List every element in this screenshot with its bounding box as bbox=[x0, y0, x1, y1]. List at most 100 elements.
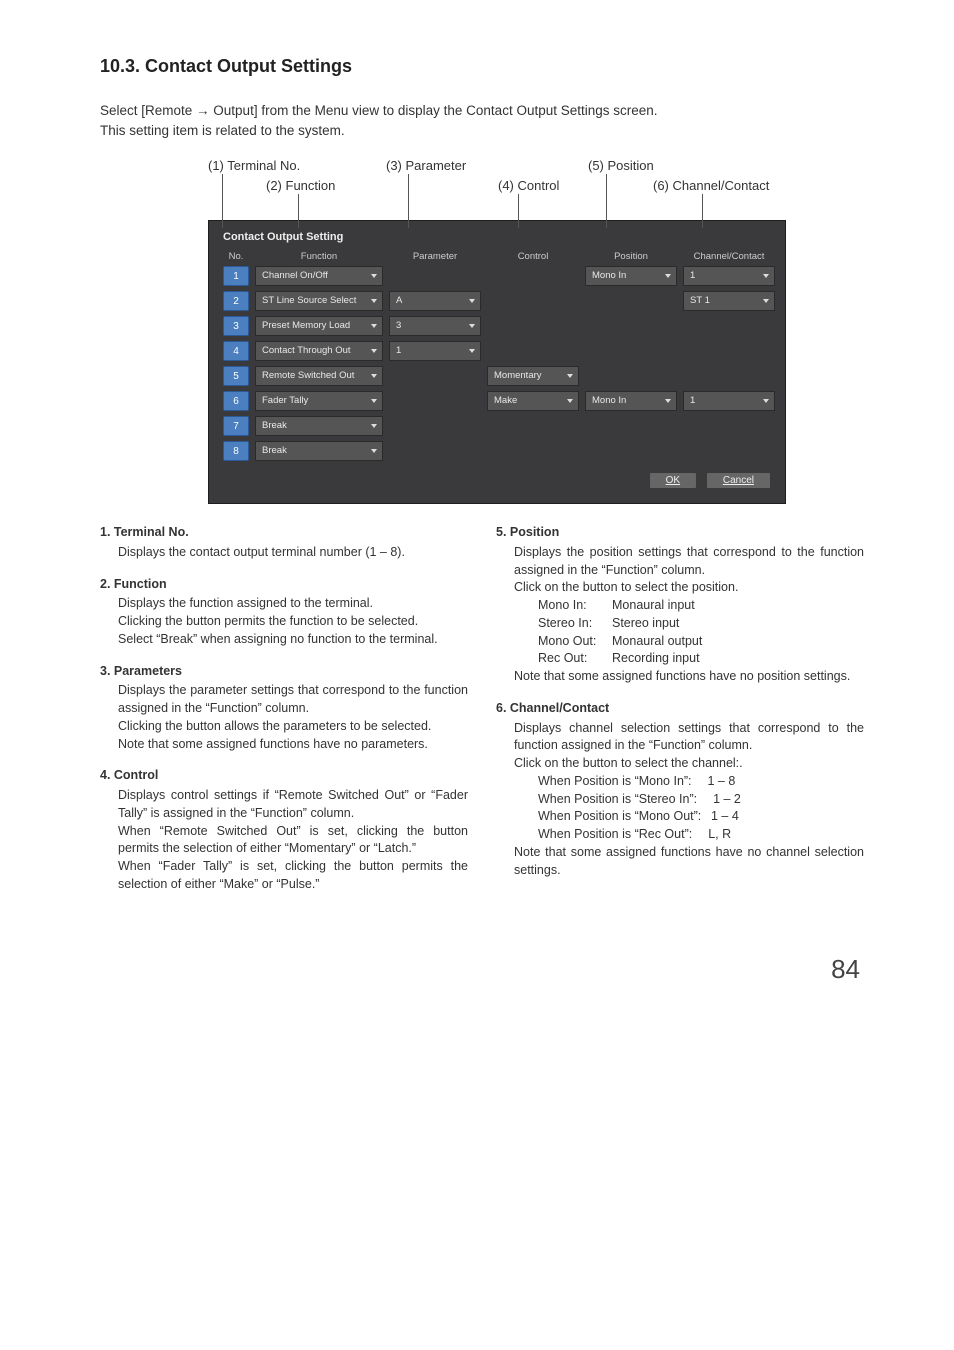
terminal-no: 3 bbox=[223, 316, 249, 336]
empty-cell bbox=[585, 416, 677, 436]
paragraph: Displays channel selection settings that… bbox=[514, 720, 864, 756]
terminal-no: 1 bbox=[223, 266, 249, 286]
func-dropdown[interactable]: Break bbox=[255, 441, 383, 461]
func-dropdown[interactable]: Fader Tally bbox=[255, 391, 383, 411]
item-body: Displays the parameter settings that cor… bbox=[100, 682, 468, 753]
terminal-no: 4 bbox=[223, 341, 249, 361]
item-body: Displays control settings if “Remote Swi… bbox=[100, 787, 468, 894]
empty-cell bbox=[487, 291, 579, 311]
hdr-no: No. bbox=[223, 251, 249, 262]
table-row: 4 Contact Through Out 1 bbox=[223, 341, 771, 361]
empty-cell bbox=[585, 291, 677, 311]
cancel-button[interactable]: Cancel bbox=[706, 472, 771, 489]
paragraph: Click on the button to select the positi… bbox=[514, 579, 864, 597]
hdr-param: Parameter bbox=[389, 251, 481, 262]
item-body: Displays the position settings that corr… bbox=[496, 544, 864, 686]
position-dropdown[interactable]: Mono In bbox=[585, 391, 677, 411]
left-column: 1. Terminal No.Displays the contact outp… bbox=[100, 524, 468, 908]
table-row: 5Remote Switched OutMomentary bbox=[223, 366, 771, 386]
desc-item: 6. Channel/ContactDisplays channel selec… bbox=[496, 700, 864, 880]
func-dropdown[interactable]: Break bbox=[255, 416, 383, 436]
empty-cell bbox=[585, 316, 677, 336]
def-key: Mono In: bbox=[538, 597, 612, 615]
control-dropdown[interactable]: Momentary bbox=[487, 366, 579, 386]
control-dropdown[interactable]: Make bbox=[487, 391, 579, 411]
value-line: When Position is “Mono Out”: 1 – 4 bbox=[538, 808, 864, 826]
item-body: Displays the contact output terminal num… bbox=[100, 544, 468, 562]
func-dropdown[interactable]: ST Line Source Select bbox=[255, 291, 383, 311]
def-value: Monaural input bbox=[612, 597, 695, 615]
desc-item: 3. ParametersDisplays the parameter sett… bbox=[100, 663, 468, 754]
cc-dropdown[interactable]: 1 bbox=[683, 391, 775, 411]
position-dropdown[interactable]: Mono In bbox=[585, 266, 677, 286]
desc-item: 2. FunctionDisplays the function assigne… bbox=[100, 576, 468, 649]
empty-cell bbox=[487, 316, 579, 336]
definition-row: Mono In:Monaural input bbox=[538, 597, 864, 615]
empty-cell bbox=[683, 366, 775, 386]
definition-row: Rec Out:Recording input bbox=[538, 650, 864, 668]
empty-cell bbox=[487, 266, 579, 286]
hdr-control: Control bbox=[487, 251, 579, 262]
paragraph: Displays the parameter settings that cor… bbox=[118, 682, 468, 718]
empty-cell bbox=[585, 341, 677, 361]
def-value: Stereo input bbox=[612, 615, 679, 633]
def-key: Mono Out: bbox=[538, 633, 612, 651]
callout-1: (1) Terminal No. bbox=[208, 158, 300, 173]
empty-cell bbox=[683, 416, 775, 436]
figure: (1) Terminal No. (2) Function (3) Parame… bbox=[100, 158, 864, 504]
func-dropdown[interactable]: Remote Switched Out bbox=[255, 366, 383, 386]
callout-6: (6) Channel/Contact bbox=[653, 178, 769, 193]
empty-cell bbox=[683, 441, 775, 461]
param-dropdown[interactable]: 1 bbox=[389, 341, 481, 361]
definition-row: Mono Out:Monaural output bbox=[538, 633, 864, 651]
screenshot: Contact Output Setting No. Function Para… bbox=[208, 220, 786, 504]
table-row: 8Break bbox=[223, 441, 771, 461]
cc-dropdown[interactable]: 1 bbox=[683, 266, 775, 286]
param-dropdown[interactable]: A bbox=[389, 291, 481, 311]
value-line: When Position is “Mono In”: 1 – 8 bbox=[538, 773, 864, 791]
item-heading: 2. Function bbox=[100, 576, 468, 594]
paragraph: Note that some assigned functions have n… bbox=[514, 844, 864, 880]
paragraph: Displays the contact output terminal num… bbox=[118, 544, 468, 562]
cc-dropdown[interactable]: ST 1 bbox=[683, 291, 775, 311]
func-dropdown[interactable]: Preset Memory Load bbox=[255, 316, 383, 336]
empty-cell bbox=[683, 316, 775, 336]
intro-line-1: Select [Remote → Output] from the Menu v… bbox=[100, 101, 864, 121]
callouts: (1) Terminal No. (2) Function (3) Parame… bbox=[208, 158, 788, 220]
dialog-footer: OK Cancel bbox=[223, 466, 771, 489]
callout-2: (2) Function bbox=[266, 178, 335, 193]
dialog-title: Contact Output Setting bbox=[223, 231, 771, 243]
empty-cell bbox=[389, 266, 481, 286]
section-heading: 10.3. Contact Output Settings bbox=[100, 56, 864, 77]
intro-line-2: This setting item is related to the syst… bbox=[100, 121, 864, 141]
table-row: 3 Preset Memory Load 3 bbox=[223, 316, 771, 336]
empty-cell bbox=[389, 441, 481, 461]
param-dropdown[interactable]: 3 bbox=[389, 316, 481, 336]
value-line: When Position is “Stereo In”: 1 – 2 bbox=[538, 791, 864, 809]
callout-5: (5) Position bbox=[588, 158, 654, 173]
paragraph: Displays the position settings that corr… bbox=[514, 544, 864, 580]
callout-3: (3) Parameter bbox=[386, 158, 466, 173]
ok-button[interactable]: OK bbox=[649, 472, 697, 489]
paragraph: Clicking the button permits the function… bbox=[118, 613, 468, 631]
empty-cell bbox=[683, 341, 775, 361]
empty-cell bbox=[389, 416, 481, 436]
func-dropdown[interactable]: Contact Through Out bbox=[255, 341, 383, 361]
empty-cell bbox=[487, 416, 579, 436]
item-body: Displays the function assigned to the te… bbox=[100, 595, 468, 648]
paragraph: Displays control settings if “Remote Swi… bbox=[118, 787, 468, 823]
item-heading: 5. Position bbox=[496, 524, 864, 542]
func-dropdown[interactable]: Channel On/Off bbox=[255, 266, 383, 286]
table-row: 6Fader TallyMakeMono In1 bbox=[223, 391, 771, 411]
table-header: No. Function Parameter Control Position … bbox=[223, 251, 771, 262]
definition-row: Stereo In:Stereo input bbox=[538, 615, 864, 633]
intro-block: Select [Remote → Output] from the Menu v… bbox=[100, 101, 864, 140]
empty-cell bbox=[585, 441, 677, 461]
paragraph: Displays the function assigned to the te… bbox=[118, 595, 468, 613]
empty-cell bbox=[389, 391, 481, 411]
table-row: 2ST Line Source SelectAST 1 bbox=[223, 291, 771, 311]
empty-cell bbox=[585, 366, 677, 386]
paragraph: Clicking the button allows the parameter… bbox=[118, 718, 468, 736]
hdr-func: Function bbox=[255, 251, 383, 262]
hdr-cc: Channel/Contact bbox=[683, 251, 775, 262]
